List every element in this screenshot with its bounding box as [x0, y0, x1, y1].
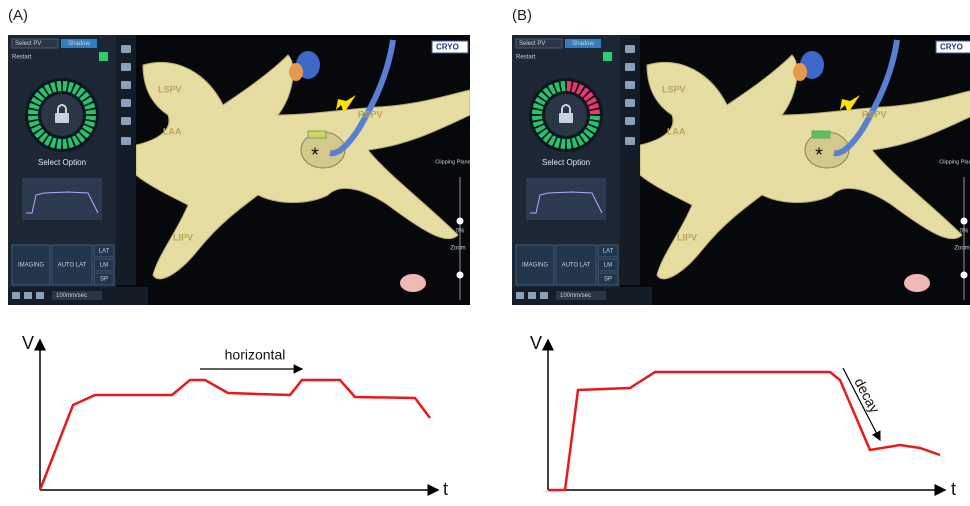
- shadow-button: Shadow: [68, 41, 90, 47]
- tool-icon: [121, 45, 131, 53]
- slider-knob: [457, 218, 464, 225]
- lock-body: [55, 113, 69, 123]
- slider-knob: [961, 218, 968, 225]
- control-button-label: AUTO LAT: [562, 263, 591, 269]
- voltage-curve: [40, 380, 430, 490]
- anatomy-label: RSPV: [862, 109, 887, 119]
- balloon-marker: [812, 131, 830, 138]
- control-button-label: LM: [604, 263, 612, 269]
- tool-icon: [625, 117, 635, 125]
- percent-label: 0%: [456, 229, 465, 235]
- control-button-label: AUTO LAT: [58, 263, 87, 269]
- screen: * LSPV LAA RSPV LIPV CRYO Clipping Plane 0% Zoom…: [512, 35, 970, 305]
- lock-body: [559, 113, 573, 123]
- restart: Restart: [12, 55, 32, 61]
- control-button-label: IMAGING: [522, 263, 548, 269]
- bar-icon: [24, 292, 32, 299]
- logo: CRYO: [436, 43, 459, 52]
- anatomy-label: LAA: [667, 126, 686, 136]
- dropdown: Select PV: [15, 41, 41, 47]
- orientation-icon: [400, 274, 426, 292]
- bar-icon: [540, 292, 548, 299]
- tool-icon: [625, 45, 635, 53]
- panel-label: (B): [512, 7, 532, 24]
- control-button-label: LAT: [99, 249, 110, 255]
- speed: 100mm/sec: [56, 293, 87, 299]
- anatomy-label: LIPV: [173, 232, 193, 242]
- marker: *: [815, 144, 823, 166]
- speed: 100mm/sec: [560, 293, 591, 299]
- graph-b: [548, 340, 945, 490]
- anatomy-label: LSPV: [158, 84, 182, 94]
- anatomy-label: LIPV: [677, 232, 697, 242]
- clipping-label: Clipping Plane: [939, 159, 970, 165]
- balloon-marker: [308, 131, 326, 138]
- control-button-label: IMAGING: [18, 263, 44, 269]
- zoom-label: Zoom: [450, 246, 465, 252]
- tool-icon: [121, 81, 131, 89]
- bar-icon: [36, 292, 44, 299]
- status-square: [603, 52, 612, 61]
- select-option: Select Option: [38, 158, 86, 167]
- heart-icon-2: [289, 63, 303, 81]
- status-square: [99, 52, 108, 61]
- tool-icon: [625, 137, 635, 145]
- icon-column: [116, 35, 136, 285]
- control-button-label: SP: [604, 277, 612, 283]
- anatomy-label: RSPV: [358, 109, 383, 119]
- shadow-button: Shadow: [572, 41, 594, 47]
- voltage-curve: [548, 372, 940, 490]
- bar-icon: [516, 292, 524, 299]
- waveform-box: [526, 178, 606, 220]
- tool-icon: [121, 99, 131, 107]
- figure: (A) * LSPV LAA RSPV LIPV CRYO Clipping Plane 0% Z…: [0, 0, 970, 501]
- clipping-label: Clipping Plane: [435, 159, 470, 165]
- anatomy-label: LSPV: [662, 84, 686, 94]
- annotation: horizontal: [225, 347, 286, 363]
- control-button-label: LM: [100, 263, 108, 269]
- anatomy-label: LAA: [163, 126, 182, 136]
- icon-column: [620, 35, 640, 285]
- tool-icon: [121, 117, 131, 125]
- panel-label: (A): [8, 7, 28, 24]
- control-button-label: LAT: [603, 249, 614, 255]
- x-axis-label: t: [951, 479, 956, 499]
- page: {"panels": [ {"label": "(A)", "screen": …: [0, 0, 970, 501]
- x-axis-label: t: [443, 479, 448, 499]
- tool-icon: [121, 63, 131, 71]
- control-button-label: SP: [100, 277, 108, 283]
- tool-icon: [625, 99, 635, 107]
- tool-icon: [121, 137, 131, 145]
- tool-icon: [625, 81, 635, 89]
- dropdown: Select PV: [519, 41, 545, 47]
- zoom-knob: [457, 272, 464, 279]
- marker: *: [311, 144, 319, 166]
- zoom-label: Zoom: [954, 246, 969, 252]
- bar-icon: [528, 292, 536, 299]
- y-axis-label: V: [530, 333, 542, 353]
- zoom-knob: [961, 272, 968, 279]
- screen: * LSPV LAA RSPV LIPV CRYO Clipping Plane 0% Zoom…: [8, 35, 478, 305]
- select-option: Select Option: [542, 158, 590, 167]
- orientation-icon: [904, 274, 930, 292]
- restart: Restart: [516, 55, 536, 61]
- percent-label: 0%: [960, 229, 969, 235]
- bar-icon: [12, 292, 20, 299]
- annotation: decay: [851, 375, 883, 415]
- tool-icon: [625, 63, 635, 71]
- waveform-box: [22, 178, 102, 220]
- heart-icon-2: [793, 63, 807, 81]
- logo: CRYO: [940, 43, 963, 52]
- y-axis-label: V: [22, 333, 34, 353]
